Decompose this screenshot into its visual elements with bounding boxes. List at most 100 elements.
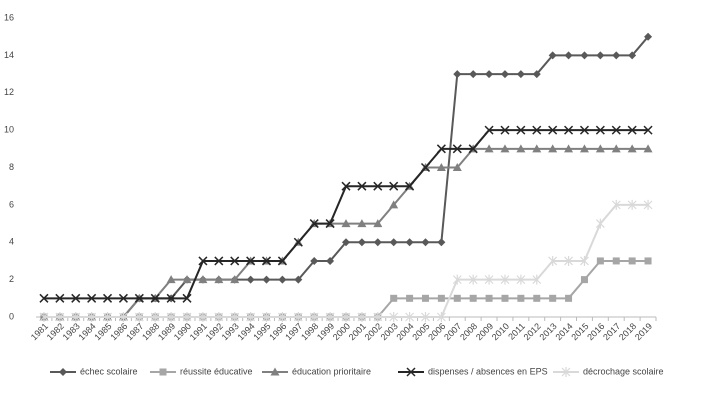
data-point bbox=[39, 312, 49, 322]
data-point bbox=[390, 294, 398, 302]
data-point bbox=[373, 238, 382, 247]
data-point bbox=[453, 294, 461, 302]
data-point bbox=[406, 294, 414, 302]
data-point bbox=[532, 125, 542, 135]
legend-label: échec scolaire bbox=[80, 366, 138, 376]
data-point bbox=[644, 257, 652, 265]
legend-item: échec scolaire bbox=[50, 366, 138, 376]
x-tick-label: 1992 bbox=[204, 321, 225, 342]
data-point bbox=[150, 293, 160, 303]
data-point bbox=[564, 51, 573, 60]
x-tick-label: 1989 bbox=[156, 321, 177, 342]
data-point bbox=[436, 144, 446, 154]
data-point bbox=[373, 312, 383, 322]
data-point bbox=[325, 312, 335, 322]
data-point bbox=[71, 293, 81, 303]
y-tick-label: 4 bbox=[9, 237, 14, 247]
data-point bbox=[294, 275, 303, 284]
data-point bbox=[516, 144, 526, 153]
x-tick-label: 2001 bbox=[347, 321, 368, 342]
data-point bbox=[277, 312, 287, 322]
data-point bbox=[436, 312, 446, 322]
data-point bbox=[628, 257, 636, 265]
data-point bbox=[357, 312, 367, 322]
legend-marker bbox=[406, 367, 416, 377]
data-point bbox=[357, 181, 367, 191]
data-point bbox=[485, 294, 493, 302]
data-point bbox=[643, 144, 653, 153]
data-point bbox=[627, 144, 637, 153]
series-line bbox=[43, 259, 649, 318]
x-tick-label: 1999 bbox=[315, 321, 336, 342]
data-point bbox=[532, 144, 542, 153]
data-point bbox=[293, 237, 303, 247]
data-point bbox=[595, 125, 605, 135]
legend-marker bbox=[59, 368, 67, 376]
data-point bbox=[532, 274, 542, 285]
data-point bbox=[119, 312, 128, 322]
data-point bbox=[485, 70, 494, 79]
data-point bbox=[453, 70, 462, 79]
data-point bbox=[421, 238, 430, 247]
x-tick-label: 2002 bbox=[363, 321, 384, 342]
series-line bbox=[43, 147, 649, 318]
data-point bbox=[452, 163, 462, 171]
y-tick-label: 14 bbox=[4, 50, 14, 60]
x-tick-label: 1981 bbox=[29, 321, 50, 342]
data-point bbox=[230, 256, 240, 266]
x-tick-label: 2009 bbox=[474, 321, 495, 342]
data-point bbox=[55, 312, 65, 322]
x-tick-label: 1991 bbox=[188, 321, 209, 342]
data-point bbox=[469, 294, 477, 302]
data-point bbox=[580, 276, 588, 284]
data-point bbox=[484, 274, 494, 285]
data-point bbox=[214, 256, 224, 266]
data-point bbox=[420, 162, 431, 173]
x-tick-label: 2007 bbox=[442, 321, 463, 342]
data-point bbox=[405, 181, 415, 191]
legend-item: dispenses / absences en EPS bbox=[398, 366, 548, 377]
data-point bbox=[341, 219, 351, 228]
x-tick-label: 1990 bbox=[172, 321, 193, 342]
data-point bbox=[627, 199, 637, 210]
data-point bbox=[548, 51, 557, 60]
data-point bbox=[134, 312, 144, 322]
data-point bbox=[341, 181, 351, 191]
data-point bbox=[214, 275, 224, 284]
data-point bbox=[373, 181, 383, 191]
data-point bbox=[198, 256, 208, 266]
data-point bbox=[310, 256, 319, 265]
data-point bbox=[262, 275, 271, 284]
data-point bbox=[357, 238, 366, 247]
data-point bbox=[548, 144, 558, 153]
data-point bbox=[55, 293, 65, 303]
x-tick-label: 2012 bbox=[522, 321, 543, 342]
data-point bbox=[150, 312, 160, 322]
x-tick-label: 2017 bbox=[601, 321, 622, 342]
legend-marker bbox=[159, 368, 167, 376]
y-tick-label: 6 bbox=[9, 199, 14, 209]
data-point bbox=[452, 144, 462, 154]
y-tick-label: 12 bbox=[4, 87, 14, 97]
data-point bbox=[564, 144, 574, 153]
data-point bbox=[405, 238, 414, 247]
y-tick-label: 16 bbox=[4, 12, 14, 22]
data-point bbox=[516, 125, 526, 135]
data-point bbox=[166, 312, 176, 322]
data-point bbox=[500, 274, 510, 285]
data-point bbox=[166, 293, 176, 303]
data-point bbox=[532, 70, 541, 79]
x-tick-label: 1995 bbox=[251, 321, 272, 342]
data-point bbox=[468, 144, 478, 154]
x-tick-label: 1986 bbox=[108, 321, 129, 342]
data-point bbox=[565, 294, 573, 302]
data-point bbox=[500, 70, 509, 79]
legend-item: réussite éducative bbox=[150, 366, 253, 376]
data-point bbox=[405, 312, 415, 322]
data-point bbox=[500, 125, 510, 135]
data-point bbox=[548, 255, 558, 266]
legend-item: éducation prioritaire bbox=[262, 366, 371, 376]
data-point bbox=[644, 32, 653, 41]
data-point bbox=[611, 125, 621, 135]
data-point bbox=[103, 312, 112, 322]
